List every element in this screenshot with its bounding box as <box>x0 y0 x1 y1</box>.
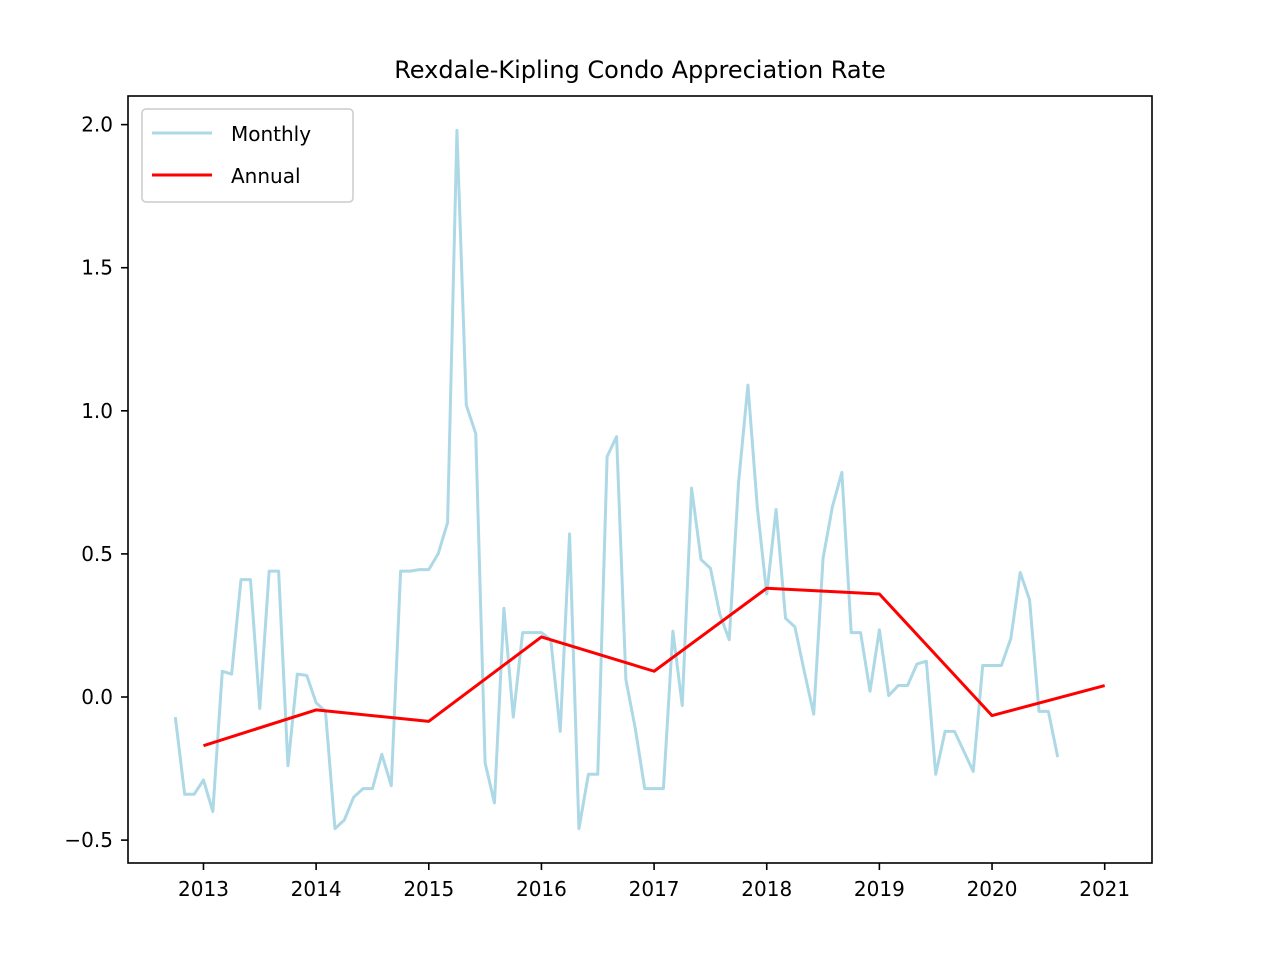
axes-frame <box>127 95 1153 864</box>
x-tick-label: 2019 <box>854 877 905 901</box>
legend: Monthly Annual <box>141 108 354 203</box>
y-tick-label: −0.5 <box>64 828 113 852</box>
x-tick-label: 2021 <box>1079 877 1130 901</box>
y-axis: −0.5 0.0 0.5 1.0 1.5 2.0 <box>64 113 128 852</box>
y-tick-label: 2.0 <box>81 113 113 137</box>
chart-title: Rexdale-Kipling Condo Appreciation Rate <box>394 56 886 84</box>
x-tick-label: 2013 <box>178 877 229 901</box>
x-tick-label: 2015 <box>403 877 454 901</box>
x-tick-label: 2020 <box>967 877 1018 901</box>
x-tick-label: 2018 <box>741 877 792 901</box>
x-tick-label: 2014 <box>291 877 342 901</box>
legend-label-annual: Annual <box>231 164 301 188</box>
series-line-annual <box>203 586 1106 748</box>
x-tick-label: 2016 <box>516 877 567 901</box>
y-tick-label: 1.0 <box>81 399 113 423</box>
legend-label-monthly: Monthly <box>231 122 311 146</box>
y-tick-label: 1.5 <box>81 256 113 280</box>
series-line-monthly <box>173 128 1060 831</box>
series-layer <box>173 128 1106 831</box>
x-tick-label: 2017 <box>629 877 680 901</box>
axes-background <box>128 96 1152 863</box>
y-tick-label: 0.0 <box>81 685 113 709</box>
x-axis: 2013 2014 2015 2016 2017 2018 2019 2020 2021 <box>178 863 1130 901</box>
y-tick-label: 0.5 <box>81 542 113 566</box>
plot-area: 2013 2014 2015 2016 2017 2018 2019 2020 2021 −0.… <box>64 95 1153 901</box>
